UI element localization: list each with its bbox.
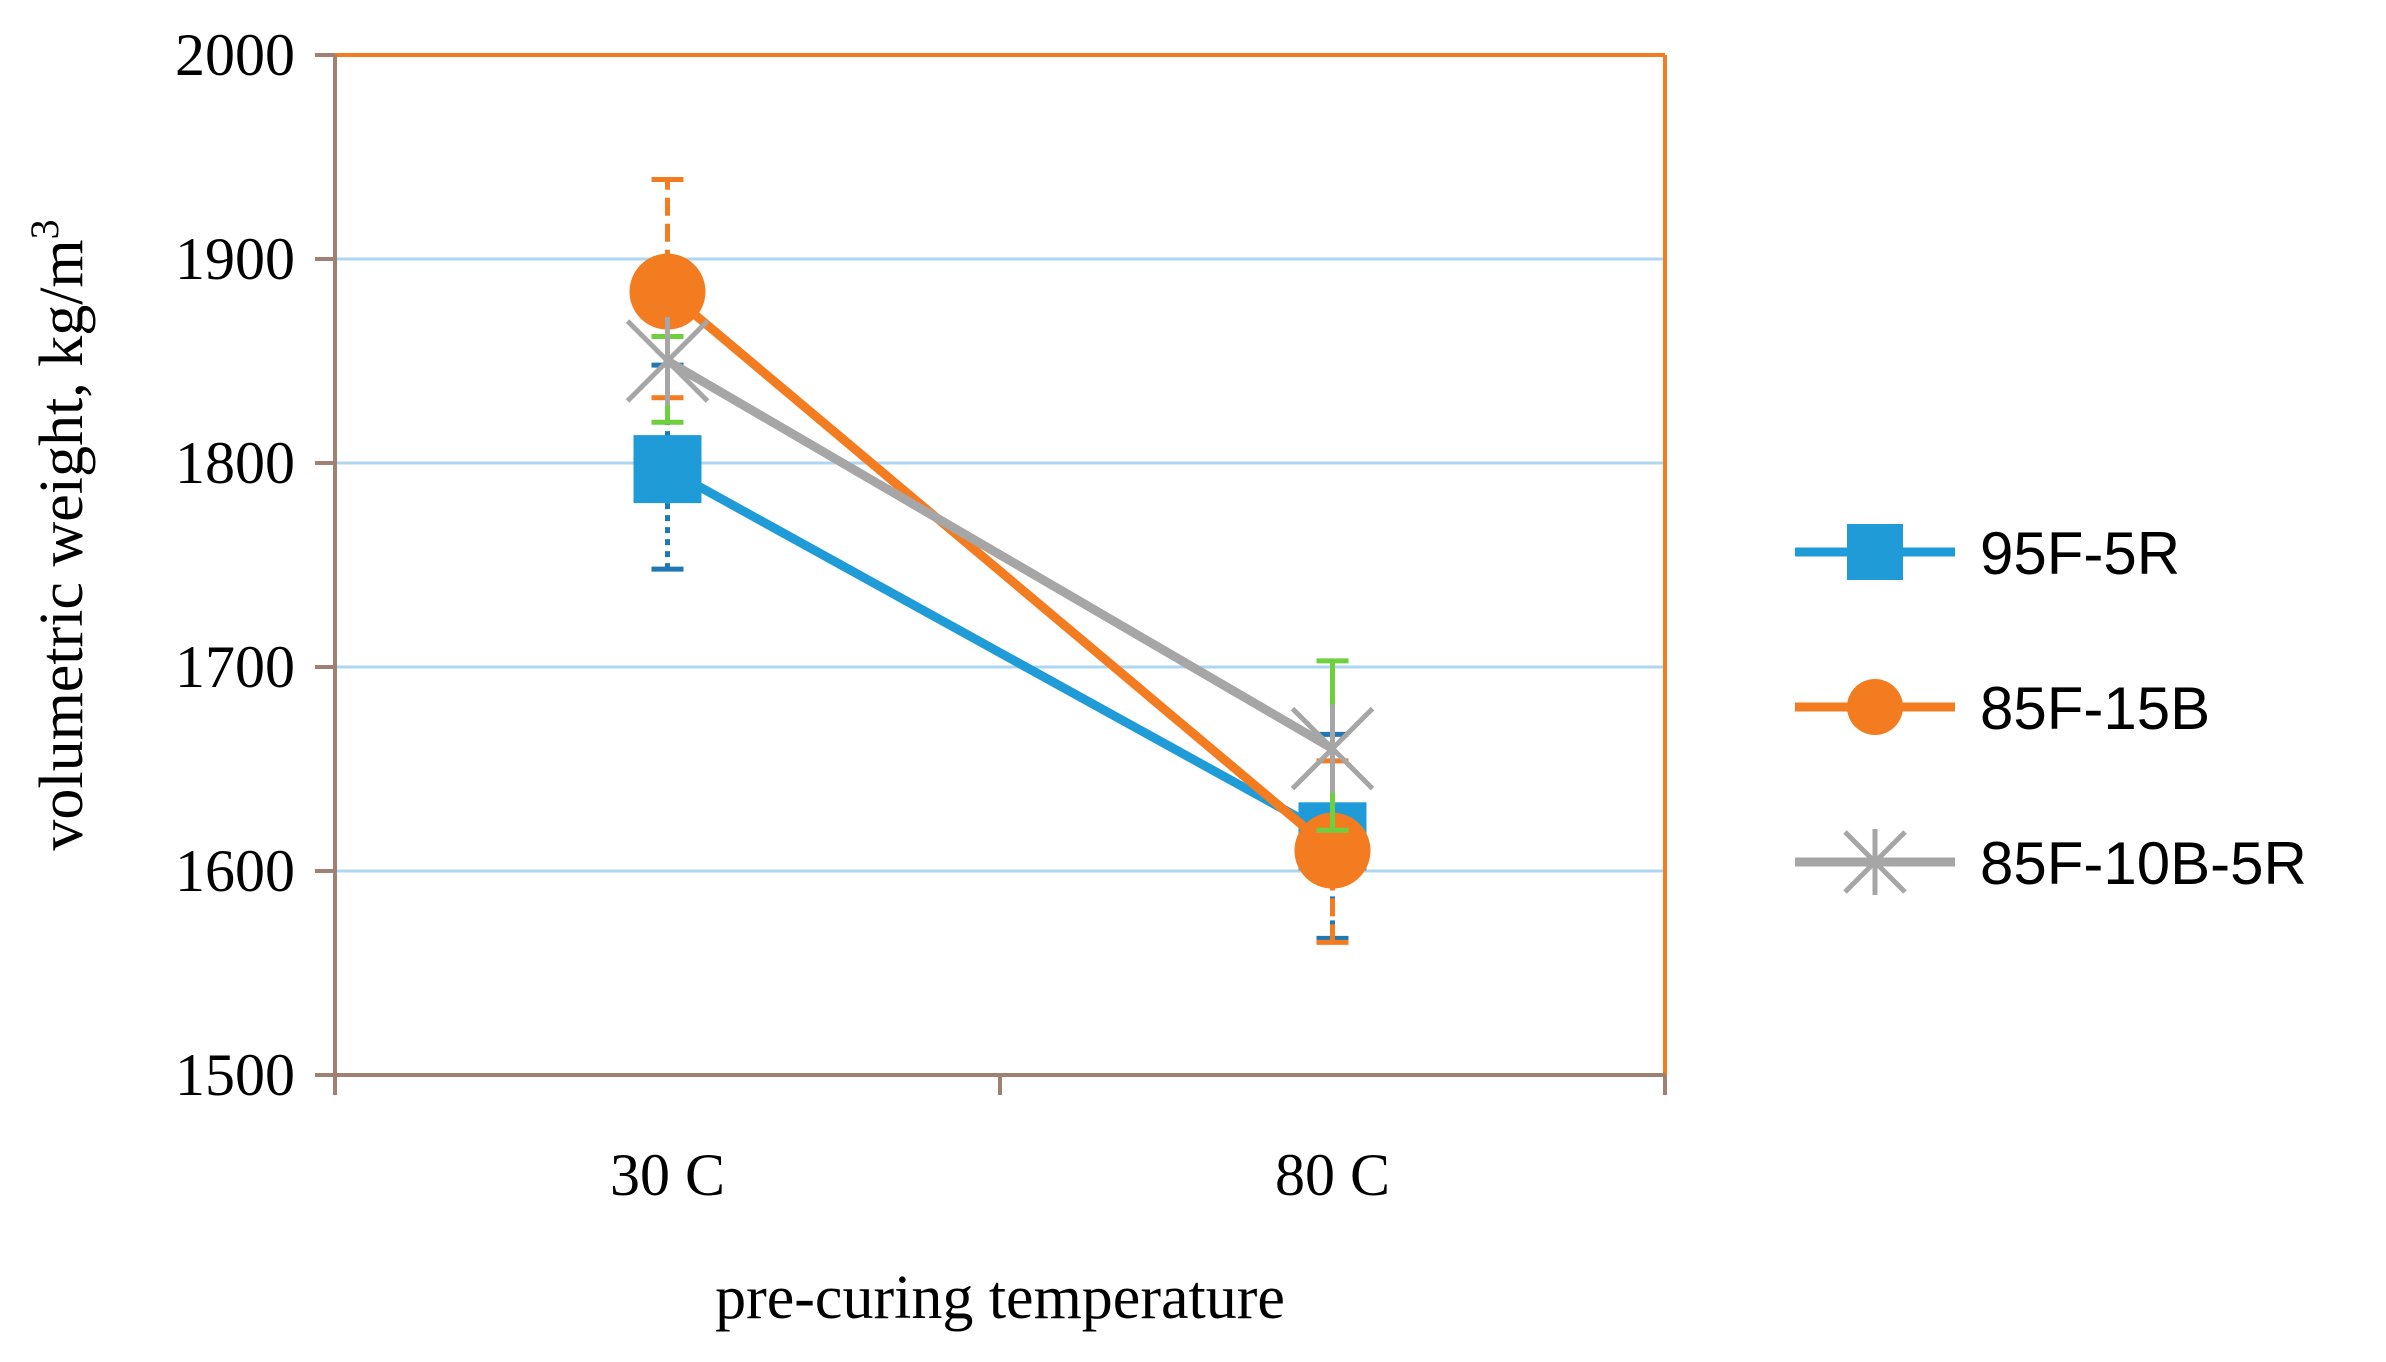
x-tick-label: 80 C bbox=[1275, 1142, 1390, 1208]
y-axis-title-superscript: 3 bbox=[22, 219, 67, 239]
x-tick-label: 30 C bbox=[610, 1142, 725, 1208]
plot-frame bbox=[335, 53, 1667, 1075]
legend-item: 95F-5R bbox=[1795, 520, 2180, 587]
legend-item: 85F-10B-5R bbox=[1795, 829, 2307, 897]
x-axis-title: pre-curing temperature bbox=[715, 1264, 1285, 1332]
data-point bbox=[625, 317, 710, 405]
legend-label: 85F-10B-5R bbox=[1980, 830, 2307, 897]
y-tick-label: 1500 bbox=[175, 1042, 295, 1108]
y-tick-label: 1800 bbox=[175, 430, 295, 496]
series-line bbox=[665, 465, 1335, 841]
legend-label: 85F-15B bbox=[1980, 675, 2210, 742]
series-85F-15B bbox=[629, 176, 1371, 945]
series-95F-5R bbox=[633, 362, 1367, 941]
y-axis-title-main: volumetric weight, kg/m bbox=[28, 239, 96, 850]
data-point bbox=[1290, 704, 1375, 793]
legend: 95F-5R 85F-15B 85F-10B-5R bbox=[1795, 520, 2307, 897]
gridlines bbox=[335, 257, 1665, 873]
data-point bbox=[633, 435, 702, 504]
series-85F-10B-5R bbox=[625, 317, 1375, 833]
legend-label: 95F-5R bbox=[1980, 520, 2180, 587]
series-line bbox=[665, 357, 1335, 753]
y-tick-label: 2000 bbox=[175, 22, 295, 88]
y-axis-title: volumetric weight, kg/m3 bbox=[22, 219, 96, 850]
series-group bbox=[625, 176, 1375, 945]
series-line bbox=[664, 288, 1336, 855]
legend-marker bbox=[1843, 829, 1907, 895]
data-point bbox=[1294, 812, 1371, 889]
axes: 1500 1600 1700 1800 1900 2000 30 C 80 C bbox=[175, 22, 1667, 1208]
y-tick-label: 1700 bbox=[175, 634, 295, 700]
data-point bbox=[629, 253, 706, 330]
legend-marker bbox=[1847, 524, 1903, 580]
y-tick-label: 1600 bbox=[175, 838, 295, 904]
y-tick-label: 1900 bbox=[175, 226, 295, 292]
legend-marker bbox=[1847, 679, 1903, 735]
legend-item: 85F-15B bbox=[1795, 675, 2210, 742]
